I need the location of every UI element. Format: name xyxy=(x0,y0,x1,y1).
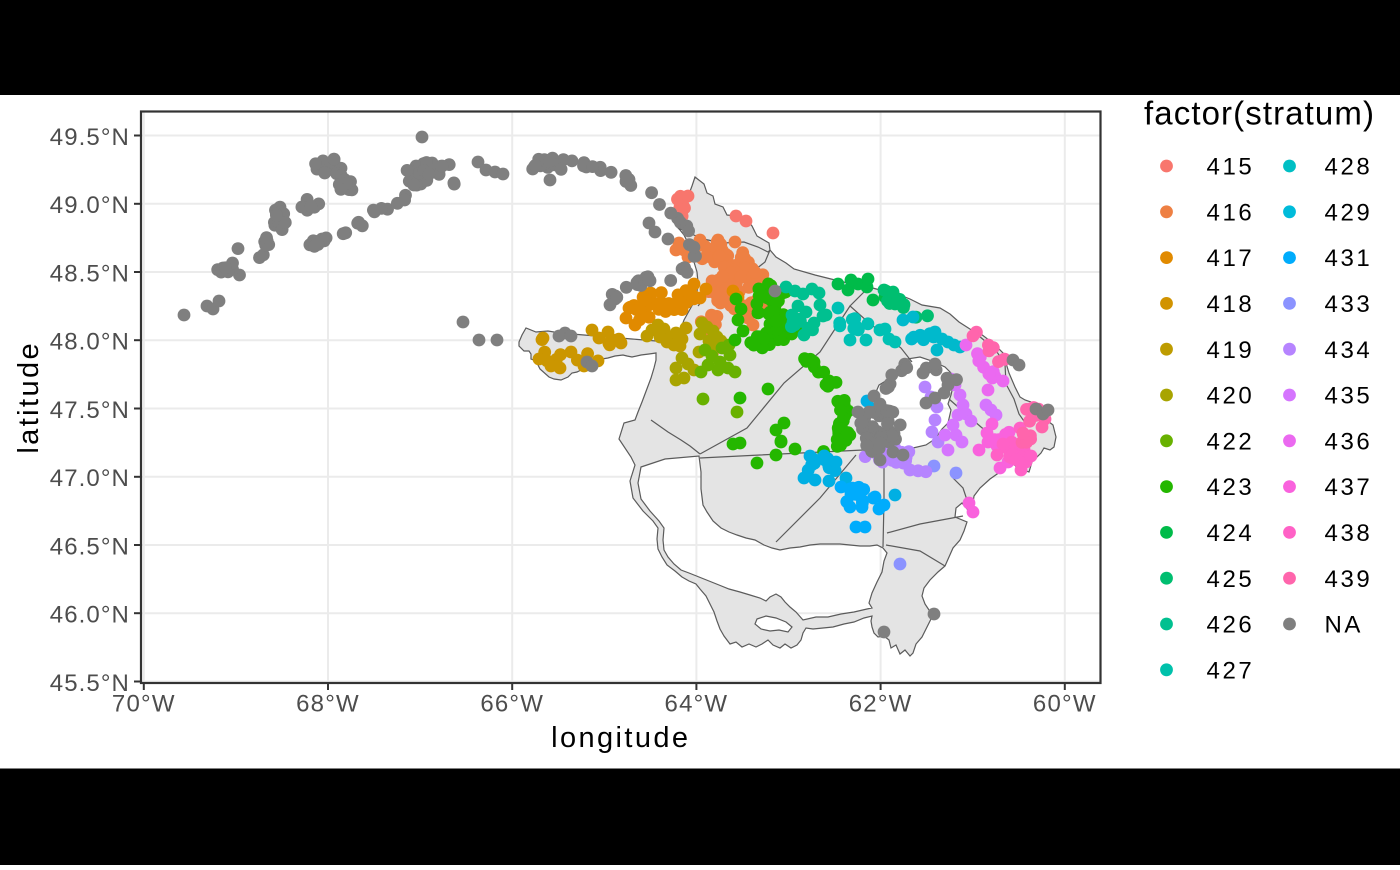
svg-text:439: 439 xyxy=(1325,566,1373,593)
svg-text:45.5°N: 45.5°N xyxy=(50,670,130,697)
svg-text:425: 425 xyxy=(1207,566,1255,593)
svg-text:48.0°N: 48.0°N xyxy=(50,329,130,356)
svg-text:426: 426 xyxy=(1207,612,1255,639)
svg-text:NA: NA xyxy=(1325,612,1364,639)
svg-text:60°W: 60°W xyxy=(1033,691,1097,718)
svg-text:434: 434 xyxy=(1325,337,1373,364)
svg-text:68°W: 68°W xyxy=(296,691,360,718)
svg-text:70°W: 70°W xyxy=(112,691,176,718)
svg-text:422: 422 xyxy=(1207,428,1255,455)
svg-text:49.0°N: 49.0°N xyxy=(50,192,130,219)
svg-text:47.0°N: 47.0°N xyxy=(50,465,130,492)
svg-text:433: 433 xyxy=(1325,291,1373,318)
svg-text:435: 435 xyxy=(1325,383,1373,410)
svg-text:49.5°N: 49.5°N xyxy=(50,124,130,151)
svg-text:46.5°N: 46.5°N xyxy=(50,533,130,560)
svg-text:64°W: 64°W xyxy=(665,691,729,718)
svg-text:66°W: 66°W xyxy=(480,691,544,718)
svg-text:46.0°N: 46.0°N xyxy=(50,602,130,629)
svg-text:latitude: latitude xyxy=(13,341,45,454)
svg-text:436: 436 xyxy=(1325,428,1373,455)
svg-text:423: 423 xyxy=(1207,474,1255,501)
svg-text:factor(stratum): factor(stratum) xyxy=(1144,95,1375,132)
svg-text:437: 437 xyxy=(1325,474,1373,501)
svg-text:418: 418 xyxy=(1207,291,1255,318)
svg-text:416: 416 xyxy=(1207,199,1255,226)
svg-text:419: 419 xyxy=(1207,337,1255,364)
svg-text:415: 415 xyxy=(1207,154,1255,181)
svg-text:438: 438 xyxy=(1325,520,1373,547)
svg-text:428: 428 xyxy=(1325,154,1373,181)
svg-text:427: 427 xyxy=(1207,657,1255,684)
svg-text:longitude: longitude xyxy=(551,722,690,754)
svg-text:424: 424 xyxy=(1207,520,1255,547)
svg-text:47.5°N: 47.5°N xyxy=(50,397,130,424)
svg-text:48.5°N: 48.5°N xyxy=(50,260,130,287)
svg-text:431: 431 xyxy=(1325,245,1373,272)
svg-text:417: 417 xyxy=(1207,245,1255,272)
svg-text:62°W: 62°W xyxy=(849,691,913,718)
svg-text:429: 429 xyxy=(1325,199,1373,226)
svg-text:420: 420 xyxy=(1207,383,1255,410)
